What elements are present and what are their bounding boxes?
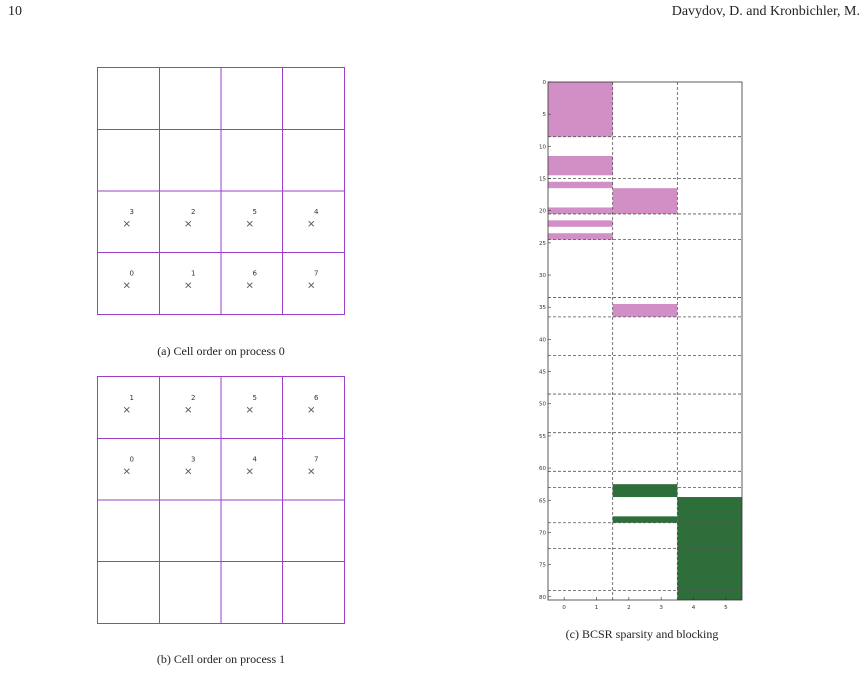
nonzero-block-process-0 [612,304,678,317]
nonzero-block-process-0 [548,181,613,189]
cell-center-cross-icon [123,468,130,475]
caption-a: (a) Cell order on process 0 [157,344,285,358]
cell-index-label: 7 [314,455,318,463]
cell-center-cross-icon [246,220,253,227]
cell-center-cross-icon [246,406,253,413]
nonzero-block-process-0 [548,207,613,214]
y-tick-label: 60 [539,466,546,472]
cell-index-label: 1 [130,394,134,402]
y-tick-label: 0 [543,80,547,86]
cell-center-cross-icon [308,220,315,227]
cell-center-cross-icon [185,406,192,413]
cell-center-cross-icon [185,468,192,475]
y-tick-label: 10 [539,144,546,150]
page-number: 10 [8,4,22,19]
cell-index-label: 2 [191,394,195,402]
cell-center-cross-icon [123,282,130,289]
y-tick-label: 50 [539,402,546,408]
y-tick-label: 75 [539,563,546,569]
caption-b: (b) Cell order on process 1 [156,652,286,666]
nonzero-block-process-0 [548,220,613,227]
plot-frame [547,81,743,601]
caption-c: (c) BCSR sparsity and blocking [565,627,719,641]
cell-center-cross-icon [308,406,315,413]
cell-index-label: 5 [253,394,257,402]
x-tick-label: 3 [659,605,663,611]
cell-center-cross-icon [246,468,253,475]
cell-index-label: 2 [191,208,195,216]
cell-index-label: 4 [314,208,319,216]
cell-center-cross-icon [123,406,130,413]
nonzero-block-process-0 [548,233,613,240]
y-tick-label: 15 [539,177,546,183]
cell-index-label: 6 [253,269,258,277]
x-tick-label: 4 [692,605,696,611]
cell-index-label: 0 [130,269,134,277]
nonzero-block-process-1 [612,484,678,498]
x-tick-label: 5 [724,605,728,611]
cell-index-label: 0 [130,455,134,463]
y-tick-label: 55 [539,434,546,440]
y-tick-label: 5 [543,112,547,118]
x-tick-label: 0 [562,605,566,611]
y-tick-label: 45 [539,370,546,376]
y-tick-label: 25 [539,241,546,247]
y-tick-label: 35 [539,305,546,311]
nonzero-block-process-0 [548,82,613,137]
y-tick-label: 20 [539,209,546,215]
cell-grid-process-1: 1 2 5 6 0 3 4 7 [97,376,345,624]
y-tick-label: 65 [539,498,546,504]
y-tick-label: 70 [539,530,546,536]
cell-center-cross-icon [123,220,130,227]
cell-center-cross-icon [185,282,192,289]
cell-grid-process-0: 3 2 5 4 0 1 6 7 [97,67,345,315]
cell-index-label: 1 [191,269,195,277]
cell-center-cross-icon [308,468,315,475]
cell-index-label: 7 [314,269,318,277]
running-head: Davydov, D. and Kronbichler, M. [671,4,860,19]
cell-center-cross-icon [308,282,315,289]
cell-center-cross-icon [185,220,192,227]
x-tick-label: 2 [627,605,631,611]
cell-center-cross-icon [246,282,253,289]
y-tick-label: 40 [539,337,546,343]
cell-index-label: 3 [191,455,195,463]
x-tick-label: 1 [595,605,599,611]
nonzero-block-process-0 [548,156,613,176]
cell-index-label: 3 [130,208,134,216]
nonzero-block-process-1 [612,516,678,523]
y-tick-label: 30 [539,273,546,279]
y-tick-label: 80 [539,595,546,601]
nonzero-block-process-0 [612,188,678,214]
cell-index-label: 5 [253,208,257,216]
cell-index-label: 4 [253,455,258,463]
cell-index-label: 6 [314,394,319,402]
